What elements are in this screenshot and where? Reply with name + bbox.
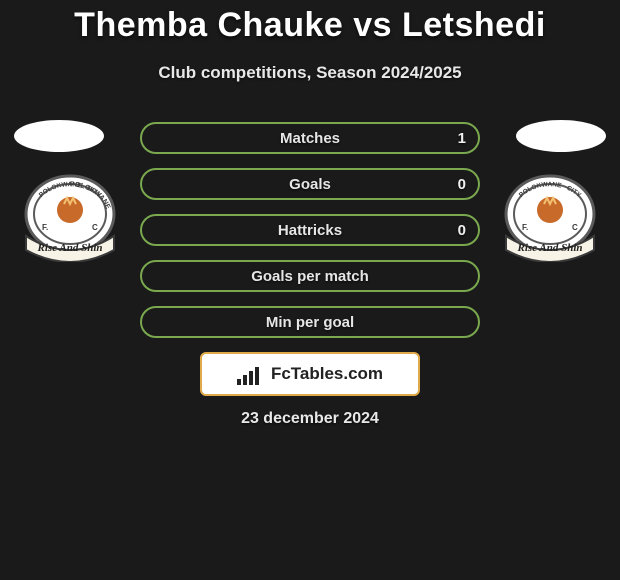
svg-text:F.: F. (42, 223, 48, 232)
svg-text:Rise And Shin: Rise And Shin (36, 242, 102, 254)
club-crest-right: Rise And Shin POLOKWANE CITY F. C (500, 174, 600, 262)
stat-label: Hattricks (278, 222, 342, 239)
stat-row-matches: Matches 1 (140, 122, 480, 154)
stat-label: Matches (280, 130, 340, 147)
stat-rows: Matches 1 Goals 0 Hattricks 0 Goals per … (140, 122, 480, 352)
page-subtitle: Club competitions, Season 2024/2025 (0, 63, 620, 83)
stat-row-min-per-goal: Min per goal (140, 306, 480, 338)
stat-label: Goals per match (251, 268, 369, 285)
stat-label: Goals (289, 176, 331, 193)
player-left-silhouette (14, 120, 104, 152)
stat-right-value: 0 (458, 170, 466, 198)
svg-text:C: C (92, 223, 98, 232)
svg-text:Rise And Shin: Rise And Shin (516, 242, 582, 254)
player-right-silhouette (516, 120, 606, 152)
svg-text:F.: F. (522, 223, 528, 232)
page-title: Themba Chauke vs Letshedi (0, 0, 620, 45)
svg-text:C: C (572, 223, 578, 232)
footer-date: 23 december 2024 (0, 410, 620, 428)
stat-row-hattricks: Hattricks 0 (140, 214, 480, 246)
club-crest-left: Rise And Shin POLOKWANE CITY POLOKWANE C… (20, 174, 120, 262)
brand-text: FcTables.com (271, 364, 383, 384)
stat-right-value: 0 (458, 216, 466, 244)
stat-row-goals-per-match: Goals per match (140, 260, 480, 292)
brand-box[interactable]: FcTables.com (200, 352, 420, 396)
stat-label: Min per goal (266, 314, 354, 331)
stat-right-value: 1 (458, 124, 466, 152)
stat-row-goals: Goals 0 (140, 168, 480, 200)
bar-chart-icon (237, 363, 265, 385)
